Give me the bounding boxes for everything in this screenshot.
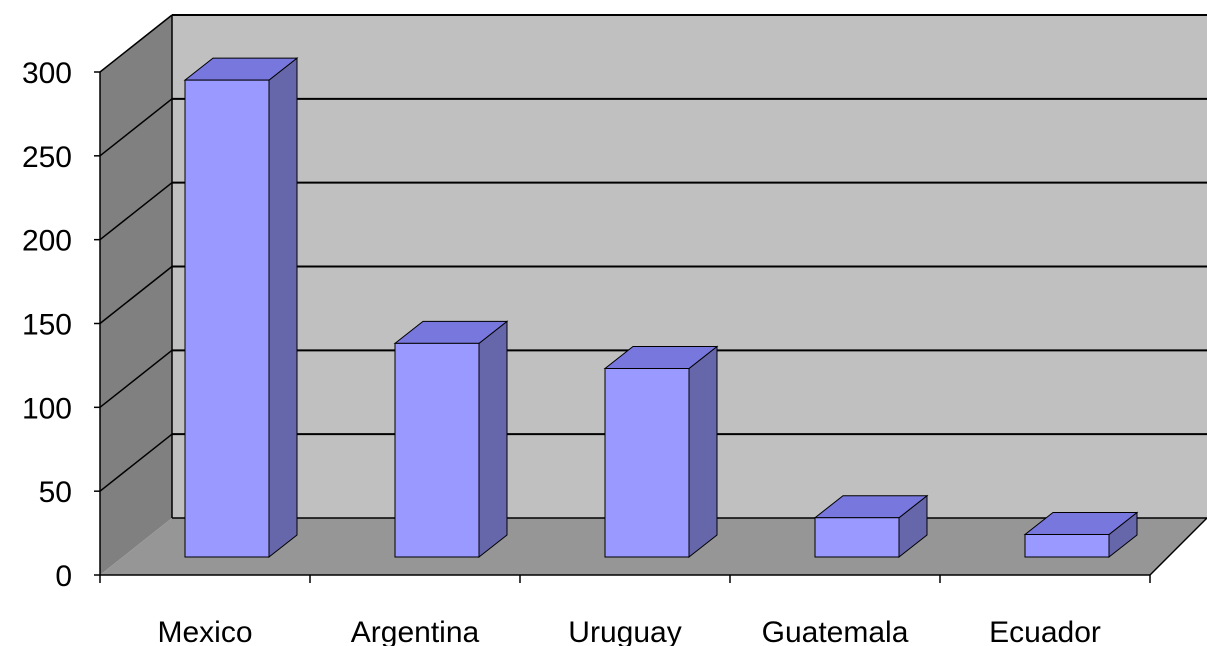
- y-tick-label: 150: [22, 309, 72, 342]
- y-tick-label: 50: [39, 476, 72, 509]
- bar: [395, 343, 479, 557]
- category-label: Ecuador: [989, 616, 1101, 646]
- y-tick-labels: 0 50 100 150 200 250 300: [22, 57, 72, 593]
- category-label: Guatemala: [762, 616, 909, 646]
- y-tick-label: 0: [55, 560, 72, 593]
- y-tick-label: 250: [22, 141, 72, 174]
- y-tick-label: 100: [22, 392, 72, 425]
- category-label: Uruguay: [568, 616, 681, 646]
- y-tick-label: 200: [22, 225, 72, 258]
- category-label: Mexico: [157, 616, 252, 646]
- bar: [815, 518, 899, 557]
- bar: [605, 369, 689, 557]
- bar-side: [689, 347, 717, 557]
- bar: [1025, 534, 1109, 557]
- y-tick-label: 300: [22, 57, 72, 90]
- bar-side: [269, 58, 297, 557]
- bar: [185, 80, 269, 557]
- category-label: Argentina: [351, 616, 480, 646]
- bar-side: [479, 321, 507, 557]
- category-labels: Mexico Argentina Uruguay Guatemala Ecuador: [157, 616, 1100, 646]
